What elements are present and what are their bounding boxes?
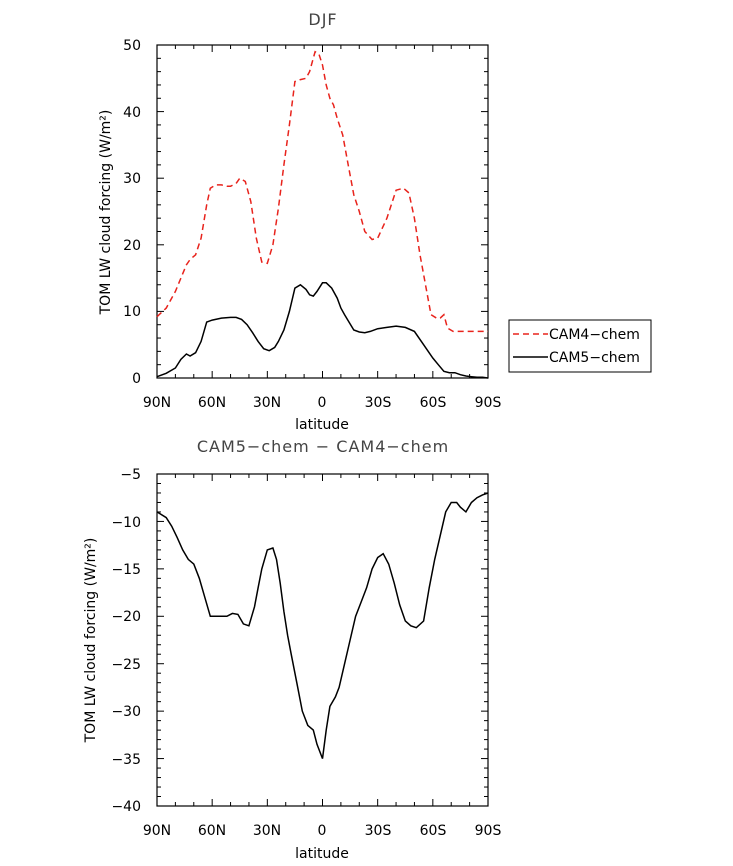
legend-box <box>508 319 652 373</box>
top-panel: DJF 0 10 20 30 40 50 90N 60N 30N 0 30S 6… <box>98 10 501 433</box>
top-x-axis-label: latitude <box>295 417 349 433</box>
bottom-ytick-label: −25 <box>111 657 141 673</box>
bottom-chart-title: CAM5−chem − CAM4−chem <box>197 437 449 456</box>
bottom-xtick-label: 60S <box>420 823 447 839</box>
bottom-y-tick-labels: −40 −35 −30 −25 −20 −15 −10 −5 <box>111 467 141 815</box>
legend: CAM4−chem CAM5−chem <box>508 319 652 373</box>
top-xtick-label: 30N <box>253 395 281 411</box>
top-ytick-label: 20 <box>123 238 141 254</box>
top-xtick-label: 90N <box>143 395 171 411</box>
top-x-tick-labels: 90N 60N 30N 0 30S 60S 90S <box>143 395 502 411</box>
bottom-ytick-label: −5 <box>120 467 141 483</box>
top-plot-frame <box>156 44 489 379</box>
bottom-xtick-label: 30N <box>253 823 281 839</box>
top-xtick-label: 0 <box>318 395 327 411</box>
bottom-ytick-label: −40 <box>111 799 141 815</box>
top-y-tick-labels: 0 10 20 30 40 50 <box>123 38 141 387</box>
bottom-xtick-label: 30S <box>365 823 392 839</box>
legend-cam4-label: CAM4−chem <box>549 327 640 343</box>
bottom-ytick-label: −30 <box>111 704 141 720</box>
bottom-x-axis-label: latitude <box>295 846 349 862</box>
top-series-group <box>156 50 489 379</box>
top-ytick-label: 30 <box>123 171 141 187</box>
bottom-x-tick-labels: 90N 60N 30N 0 30S 60S 90S <box>143 823 502 839</box>
top-ytick-label: 40 <box>123 105 141 121</box>
difference-line <box>156 492 489 759</box>
top-y-axis-label: TOM LW cloud forcing (W/m²) <box>98 110 114 316</box>
top-xtick-label: 60N <box>198 395 226 411</box>
legend-cam5-label: CAM5−chem <box>549 350 640 366</box>
bottom-ytick-label: −35 <box>111 752 141 768</box>
bottom-xtick-label: 0 <box>318 823 327 839</box>
top-ytick-label: 10 <box>123 304 141 320</box>
top-chart-title: DJF <box>308 10 337 29</box>
bottom-xtick-label: 90N <box>143 823 171 839</box>
bottom-panel: CAM5−chem − CAM4−chem −40 −35 −30 −25 −2… <box>83 437 501 862</box>
bottom-series-group <box>156 492 489 759</box>
bottom-y-axis-label: TOM LW cloud forcing (W/m²) <box>83 538 99 744</box>
top-axis-ticks <box>156 44 489 379</box>
cam4-chem-line <box>156 50 488 333</box>
cam5-chem-line <box>156 282 489 379</box>
top-ytick-label: 50 <box>123 38 141 54</box>
top-xtick-label: 90S <box>475 395 502 411</box>
top-ytick-label: 0 <box>132 371 141 387</box>
bottom-ytick-label: −20 <box>111 609 141 625</box>
bottom-ytick-label: −10 <box>111 515 141 531</box>
bottom-xtick-label: 90S <box>475 823 502 839</box>
top-xtick-label: 30S <box>365 395 392 411</box>
bottom-axis-ticks <box>156 473 489 807</box>
bottom-xtick-label: 60N <box>198 823 226 839</box>
top-xtick-label: 60S <box>420 395 447 411</box>
bottom-ytick-label: −15 <box>111 562 141 578</box>
